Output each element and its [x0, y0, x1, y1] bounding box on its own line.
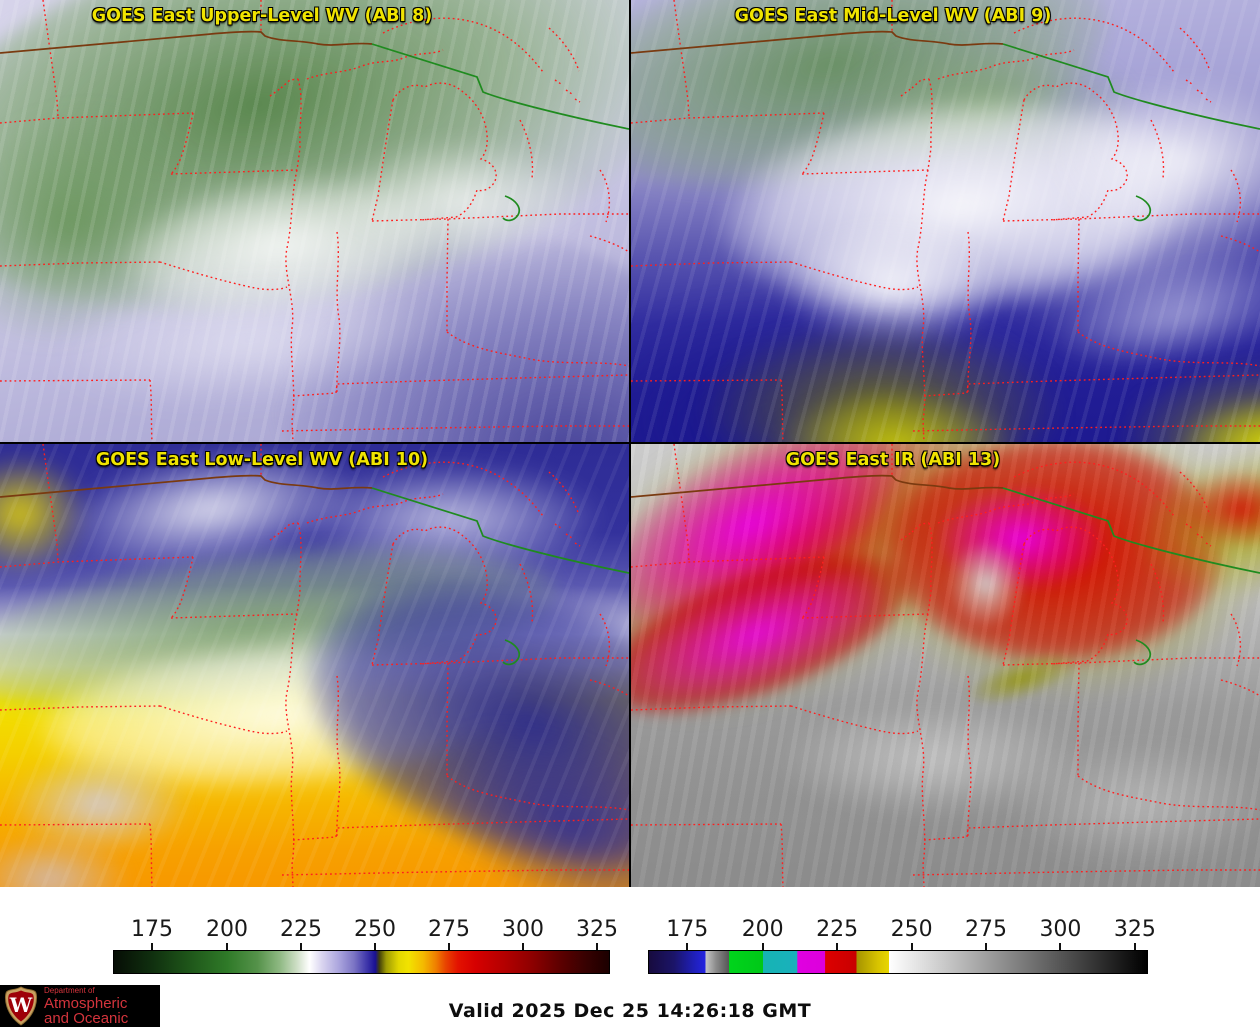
ir-tick-label: 300 — [1039, 917, 1082, 942]
tick-mark — [910, 943, 913, 950]
cloud-streak-texture — [0, 0, 629, 442]
tick-mark — [836, 943, 839, 950]
wv-tick-label: 250 — [354, 917, 397, 942]
tick-mark — [374, 943, 377, 950]
cloud-streak-texture — [0, 444, 629, 887]
panel-title-abi9: GOES East Mid-Level WV (ABI 9) — [734, 6, 1052, 26]
satellite-imagery-abi13 — [631, 444, 1260, 887]
tick-mark — [1133, 943, 1136, 950]
tick-mark — [686, 943, 689, 950]
ir-tick-label: 275 — [965, 917, 1008, 942]
cloud-blob — [330, 140, 590, 260]
footer: 175 200 225 250 275 300 325 175 200 225 … — [0, 887, 1260, 1027]
ir-colorbar-gradient — [648, 950, 1148, 974]
state-borders-overlay — [0, 444, 629, 887]
state-borders-overlay — [631, 444, 1260, 887]
ir-tick-label: 200 — [741, 917, 784, 942]
wv-colorbar-gradient — [113, 950, 610, 974]
logo-name-line1: Atmospheric — [44, 995, 128, 1012]
panel-title-abi8: GOES East Upper-Level WV (ABI 8) — [91, 6, 433, 26]
cloud-streak-texture — [631, 0, 1260, 442]
wv-tick-label: 325 — [575, 917, 618, 942]
ir-tick-label: 250 — [890, 917, 933, 942]
cloud-blob — [946, 539, 1026, 629]
wv-colorbar: 175 200 225 250 275 300 325 — [113, 917, 618, 974]
panel-low-level-wv: GOES East Low-Level WV (ABI 10) — [0, 444, 629, 887]
cloud-blob — [781, 704, 1081, 814]
panel-upper-level-wv: GOES East Upper-Level WV (ABI 8) — [0, 0, 629, 442]
satellite-imagery-abi8 — [0, 0, 629, 442]
tick-mark — [226, 943, 228, 950]
tick-mark — [595, 943, 598, 950]
tick-mark — [300, 943, 302, 950]
tick-mark — [521, 943, 524, 950]
satellite-imagery-abi10 — [0, 444, 629, 887]
wv-tick-label: 175 — [131, 917, 173, 942]
ir-colorbar: 175 200 225 250 275 300 325 — [648, 917, 1156, 974]
satellite-grid: GOES East Upper-Level WV (ABI 8) GOES Ea — [0, 0, 1260, 887]
panel-title-abi10: GOES East Low-Level WV (ABI 10) — [95, 450, 429, 470]
wv-tick-label: 275 — [428, 917, 471, 942]
panel-ir: GOES East IR (ABI 13) — [631, 444, 1260, 887]
wv-tick-label: 225 — [280, 917, 322, 942]
wv-tick-label: 300 — [501, 917, 544, 942]
panel-mid-level-wv: GOES East Mid-Level WV (ABI 9) — [631, 0, 1260, 442]
uw-aos-logo: W Department of Atmospheric and Oceanic … — [0, 985, 160, 1027]
ir-tick-label: 225 — [816, 917, 859, 942]
tick-mark — [985, 943, 988, 950]
state-borders-overlay — [0, 0, 629, 442]
tick-mark — [1059, 943, 1062, 950]
ir-tick-label: 325 — [1113, 917, 1156, 942]
satellite-imagery-abi9 — [631, 0, 1260, 442]
panel-title-abi13: GOES East IR (ABI 13) — [785, 450, 1001, 470]
cloud-blob — [1011, 744, 1260, 864]
cloud-streak-texture — [631, 444, 1260, 887]
logo-dept-line: Department of — [44, 986, 95, 995]
wv-tick-label: 200 — [206, 917, 248, 942]
ir-tick-label: 175 — [666, 917, 709, 942]
state-borders-overlay — [631, 0, 1260, 442]
uw-monogram: W — [9, 993, 33, 1017]
valid-time-text: Valid 2025 Dec 25 14:26:18 GMT — [448, 1000, 812, 1022]
tick-mark — [448, 943, 451, 950]
tick-mark — [151, 943, 153, 950]
uw-crest-icon: W — [4, 986, 38, 1026]
tick-mark — [761, 943, 764, 950]
